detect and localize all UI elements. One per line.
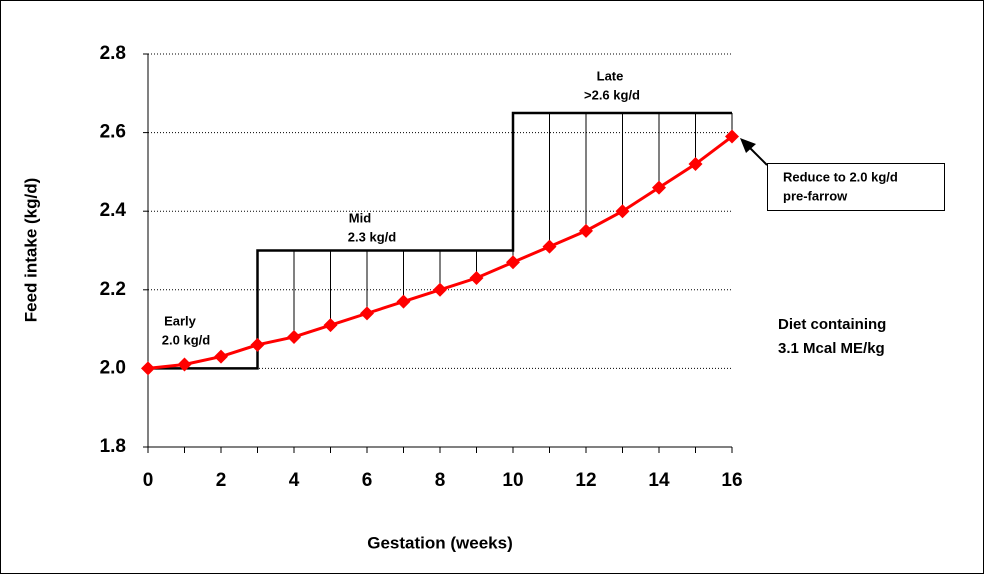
x-tick-label: 10 [502, 470, 523, 491]
y-tick-label: 2.6 [100, 122, 126, 143]
y-tick-label: 2.4 [100, 200, 127, 221]
data-point [725, 129, 739, 144]
x-tick-label: 4 [289, 470, 300, 491]
arrow-head [740, 138, 756, 153]
callout-arrow [747, 145, 768, 166]
data-point [396, 294, 411, 309]
x-tick-label: 8 [435, 470, 446, 491]
annotation: pre-farrow [783, 188, 848, 203]
y-tick-label: 2.2 [100, 279, 126, 300]
annotation: 2.3 kg/d [348, 229, 396, 244]
data-point [323, 318, 338, 333]
y-tick-label: 2.0 [100, 357, 126, 378]
x-tick-label: 0 [143, 470, 154, 491]
data-point [141, 361, 155, 376]
annotation: >2.6 kg/d [584, 87, 640, 102]
step-line [148, 111, 732, 370]
data-point [615, 204, 630, 219]
callout-box [767, 163, 945, 211]
data-point [652, 180, 666, 195]
x-tick-label: 14 [648, 470, 670, 491]
y-axis-label: Feed intake (kg/d) [21, 178, 40, 323]
annotation: Reduce to 2.0 kg/d [783, 169, 898, 184]
annotation: Late [597, 68, 624, 83]
data-point [506, 255, 520, 270]
data-point [287, 329, 301, 344]
annotation: Mid [349, 210, 371, 225]
data-point [469, 271, 484, 286]
x-tick-label: 16 [721, 470, 742, 491]
data-point [214, 349, 228, 364]
annotation: 3.1 Mcal ME/kg [778, 340, 885, 357]
annotation: Early [164, 313, 197, 328]
x-axis-label: Gestation (weeks) [367, 533, 513, 552]
data-point [177, 357, 192, 372]
data-point [250, 337, 265, 352]
x-tick-label: 2 [216, 470, 227, 491]
x-tick-label: 12 [575, 470, 596, 491]
y-tick-label: 1.8 [100, 436, 126, 457]
data-point [433, 282, 447, 297]
x-tick-label: 6 [362, 470, 373, 491]
data-point [542, 239, 557, 254]
data-point [688, 157, 703, 172]
y-tick-label: 2.8 [100, 43, 126, 64]
annotation: Diet containing [778, 316, 886, 333]
data-point [360, 306, 374, 321]
annotation: 2.0 kg/d [162, 332, 210, 347]
data-point [579, 223, 593, 238]
